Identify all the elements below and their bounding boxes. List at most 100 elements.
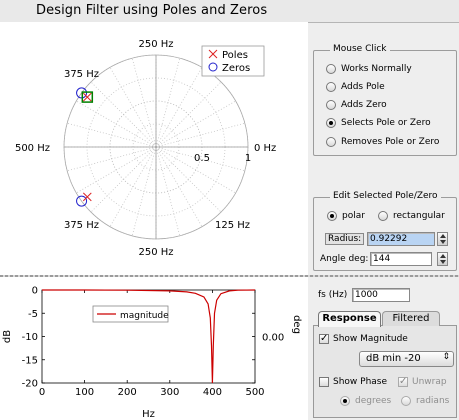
legend-zero-marker (208, 62, 218, 72)
legend-zeros-label: Zeros (222, 63, 250, 74)
mouse-click-option[interactable]: Selects Pole or Zero (326, 118, 431, 128)
radians-label: radians (416, 396, 450, 406)
x-tick-label: 0 (39, 387, 45, 398)
polar-label: polar (342, 211, 365, 221)
chevron-updown-icon: ⇕ (442, 352, 450, 362)
rectangular-radio-circle[interactable] (378, 211, 388, 221)
mouse-click-option-label: Works Normally (341, 64, 412, 74)
x-tick-label: 400 (203, 387, 222, 398)
show-phase-label: Show Phase (333, 377, 388, 387)
radius-tick-label: 1 (245, 153, 251, 164)
chart-background (0, 277, 308, 420)
show-magnitude-checkbox[interactable]: ✓ Show Magnitude (319, 334, 408, 344)
angle-label: Angle deg: (320, 254, 369, 264)
grid-spoke (155, 67, 203, 148)
polar-radio-circle[interactable] (327, 211, 337, 221)
tab-filtered[interactable]: Filtered (382, 311, 440, 326)
angle-input[interactable]: 144 (370, 252, 432, 266)
degrees-radio-circle[interactable] (340, 396, 350, 406)
mouse-click-option-label: Adds Pole (341, 82, 385, 92)
y-tick-label: -15 (22, 355, 38, 366)
x-tick-label: 100 (75, 387, 94, 398)
show-phase-checkbox[interactable]: Show Phase (319, 377, 387, 387)
grid-spoke (155, 146, 203, 227)
db-min-value: dB min -20 (366, 353, 421, 364)
zero-marker (76, 195, 88, 207)
panel-divider[interactable] (0, 275, 459, 277)
grid-spoke (76, 146, 157, 194)
mouse-click-option[interactable]: Removes Pole or Zero (326, 137, 439, 147)
selected-marker (81, 91, 94, 103)
right-axis-label: deg (291, 315, 302, 334)
right-tick-label: 0.00 (262, 333, 284, 344)
mouse-click-radio-circle[interactable] (326, 82, 336, 92)
y-axis-label: dB (2, 330, 13, 343)
grid-spoke (131, 146, 157, 236)
mouse-click-radio-circle[interactable] (326, 137, 336, 147)
grid-spoke (67, 122, 157, 148)
grid-spoke (131, 58, 157, 148)
show-magnitude-check-icon[interactable]: ✓ (319, 333, 329, 344)
legend-poles-label: Poles (222, 50, 248, 61)
mouse-click-radio-circle[interactable] (326, 64, 336, 74)
fs-label: fs (Hz) (318, 290, 348, 300)
unwrap-check-icon[interactable]: ✓ (398, 376, 408, 387)
freq-label-upper-left: 375 Hz (64, 69, 99, 80)
legend-label: magnitude (120, 311, 169, 321)
mouse-click-option[interactable]: Adds Zero (326, 100, 387, 110)
grid-spoke (90, 81, 157, 148)
grid-spoke (155, 146, 245, 172)
radius-label: Radius: (325, 233, 365, 245)
unwrap-label: Unwrap (412, 377, 447, 387)
grid-spoke (76, 100, 157, 148)
grid-spoke (155, 100, 236, 148)
unwrap-checkbox[interactable]: ✓ Unwrap (398, 377, 447, 387)
x-tick-label: 500 (245, 387, 264, 398)
mouse-click-option-label: Selects Pole or Zero (341, 118, 431, 128)
show-magnitude-label: Show Magnitude (333, 334, 408, 344)
edit-group-title: Edit Selected Pole/Zero (330, 191, 441, 201)
freq-label-top: 250 Hz (138, 39, 173, 50)
grid-spoke (155, 146, 236, 194)
fs-input[interactable]: 1000 (352, 288, 410, 302)
polar-radio[interactable]: polar (327, 211, 365, 221)
y-tick-label: -20 (22, 379, 38, 390)
radius-stepper[interactable] (437, 232, 448, 246)
mouse-click-option[interactable]: Adds Pole (326, 82, 385, 92)
response-tab-panel (313, 325, 457, 418)
tab-response[interactable]: Response (318, 311, 381, 327)
grid-spoke (155, 146, 222, 213)
grid-spoke (67, 146, 157, 172)
radians-radio[interactable]: radians (401, 396, 449, 406)
magnitude-plot: 0 100 200 300 400 500 0 -5 -10 -15 -20 Hz dB deg 0.00 m… (0, 277, 308, 420)
grid-spoke (155, 122, 245, 148)
x-axis-label: Hz (142, 409, 155, 420)
freq-label-lower-left: 375 Hz (64, 220, 99, 231)
mouse-click-title: Mouse Click (330, 44, 390, 54)
radius-input[interactable]: 0.92292 (367, 232, 435, 246)
grid-spoke (109, 146, 157, 227)
grid-spoke (90, 146, 157, 213)
mouse-click-radio-circle[interactable] (326, 118, 336, 128)
mouse-click-radio-circle[interactable] (326, 100, 336, 110)
rectangular-radio[interactable]: rectangular (378, 211, 445, 221)
mouse-click-option-label: Removes Pole or Zero (341, 137, 440, 147)
legend-pole-marker (208, 49, 218, 59)
y-tick-label: 0 (32, 286, 38, 297)
angle-stepper[interactable] (437, 252, 448, 266)
radians-radio-circle[interactable] (401, 396, 411, 406)
db-min-select[interactable]: dB min -20 ⇕ (359, 351, 454, 367)
chart-legend-box (92, 305, 169, 323)
pole-zero-plot[interactable]: 250 Hz 375 Hz 500 Hz 0 Hz 375 Hz 125 Hz 250 Hz… (0, 22, 308, 276)
pole-marker (82, 92, 92, 102)
window-title: Design Filter using Poles and Zeros (36, 3, 268, 18)
degrees-radio[interactable]: degrees (340, 396, 391, 406)
freq-label-left: 500 Hz (15, 143, 50, 154)
freq-label-lower-right: 125 Hz (215, 220, 250, 231)
freq-label-right: 0 Hz (254, 143, 276, 154)
rectangular-label: rectangular (393, 211, 445, 221)
mouse-click-option[interactable]: Works Normally (326, 64, 412, 74)
show-phase-check-icon[interactable] (319, 377, 329, 387)
x-tick-label: 300 (160, 387, 179, 398)
radius-tick-label: 0.5 (194, 153, 210, 164)
